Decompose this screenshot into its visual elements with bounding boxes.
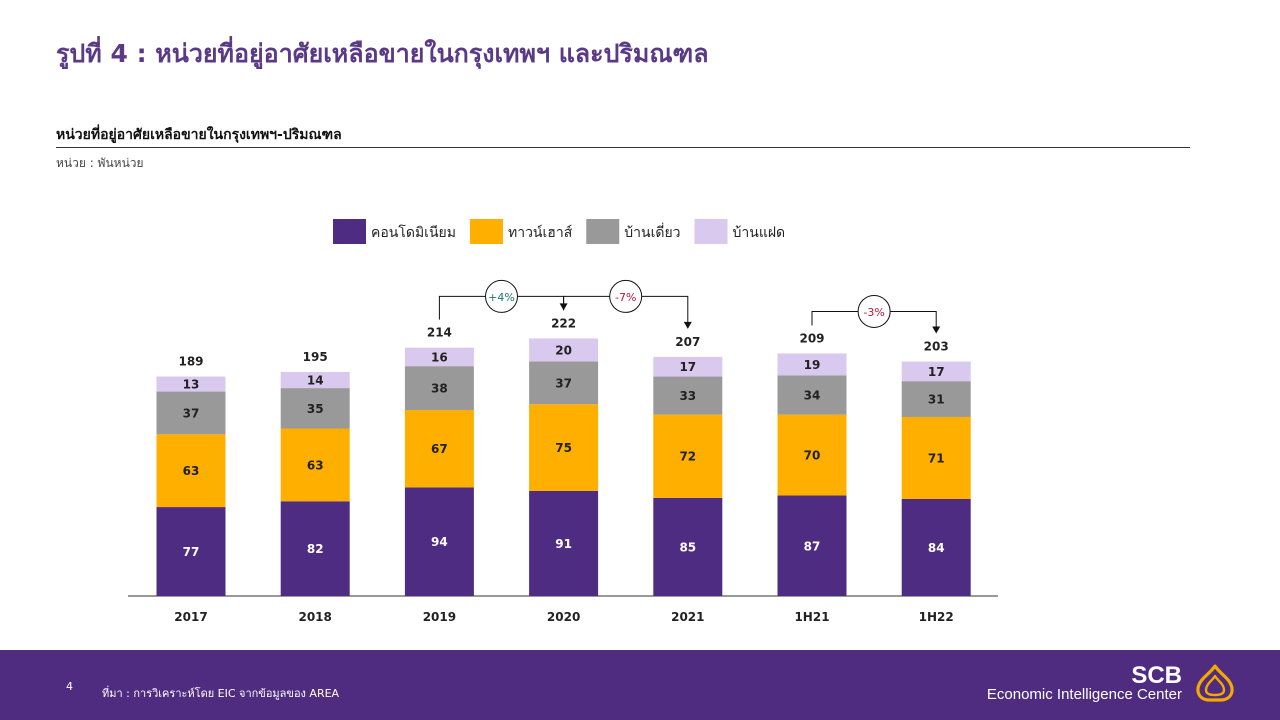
data-label-2020-0: 91 [555, 537, 572, 551]
bar-segment-2019-1 [404, 410, 474, 488]
data-label-1H21-1: 70 [804, 449, 821, 463]
data-label-2021-2: 33 [679, 389, 696, 403]
bar-segment-1H21-1 [777, 414, 847, 496]
bar-segment-1H22-2 [901, 381, 971, 417]
bar-segment-2018-1 [280, 428, 350, 502]
total-label-2021: 207 [675, 335, 700, 349]
data-label-2019-2: 38 [431, 382, 448, 396]
data-label-1H21-3: 19 [804, 358, 821, 372]
legend-swatch-3 [694, 219, 728, 244]
growth-label-0: +4% [488, 291, 515, 304]
legend-label-3: บ้านแฝด [733, 225, 786, 241]
page-title: รูปที่ 4 : หน่วยที่อยู่อาศัยเหลือขายในกร… [56, 39, 709, 68]
growth-bubble-2 [857, 294, 891, 328]
bar-segment-2018-2 [280, 388, 350, 429]
x-tick-label-1H21: 1H21 [794, 610, 829, 624]
data-label-2021-0: 85 [679, 540, 696, 554]
data-label-2017-2: 37 [183, 406, 200, 420]
legend-swatch-1 [469, 219, 503, 244]
data-label-2018-0: 82 [307, 542, 324, 556]
data-label-2019-3: 16 [431, 350, 448, 364]
data-label-1H22-2: 31 [928, 393, 945, 407]
x-tick-label-2020: 2020 [547, 610, 580, 624]
legend-swatch-2 [586, 219, 620, 244]
growth-arrowhead-1 [683, 321, 692, 329]
data-label-2021-3: 17 [679, 360, 696, 374]
bar-segment-1H22-3 [901, 361, 971, 382]
bar-segment-2020-3 [529, 338, 599, 362]
x-tick-label-2018: 2018 [298, 610, 331, 624]
page-number: 4 [66, 680, 73, 693]
data-label-1H22-3: 17 [928, 365, 945, 379]
bar-segment-2020-0 [529, 490, 599, 596]
total-label-1H22: 203 [924, 340, 949, 354]
total-label-2020: 222 [551, 316, 576, 330]
bar-segment-1H21-3 [777, 353, 847, 376]
footer-bar: 4 ที่มา : การวิเคราะห์โดย EIC จากข้อมูลข… [0, 650, 1280, 720]
bar-segment-2020-1 [529, 404, 599, 491]
growth-arrowhead-2 [932, 326, 941, 334]
growth-label-2: -3% [863, 306, 884, 319]
legend-label-1: ทาวน์เฮาส์ [508, 224, 573, 241]
total-label-2018: 195 [303, 350, 328, 364]
x-tick-label-1H22: 1H22 [919, 610, 954, 624]
bar-segment-2019-2 [404, 366, 474, 411]
data-label-2018-1: 63 [307, 458, 324, 472]
growth-bubble-0 [485, 279, 518, 313]
bar-segment-2019-3 [404, 347, 474, 367]
bar-segment-1H21-2 [777, 375, 847, 415]
bar-segment-2021-2 [653, 376, 723, 415]
x-tick-label-2021: 2021 [671, 610, 704, 624]
bar-segment-2021-1 [653, 414, 723, 498]
bar-segment-1H21-0 [777, 495, 847, 596]
bar-segment-2018-3 [280, 371, 350, 389]
title-divider [56, 147, 1190, 148]
growth-label-1: -7% [615, 291, 636, 304]
chart-subtitle: หน่วยที่อยู่อาศัยเหลือขายในกรุงเทพฯ-ปริม… [56, 127, 342, 143]
legend-label-2: บ้านเดี่ยว [624, 223, 680, 241]
data-label-2019-1: 67 [431, 442, 448, 456]
data-label-2019-0: 94 [431, 535, 448, 549]
bar-segment-2021-0 [653, 497, 723, 596]
data-label-1H22-1: 71 [928, 451, 945, 465]
total-label-2019: 214 [427, 326, 452, 340]
data-label-2017-1: 63 [183, 464, 200, 478]
legend-label-0: คอนโดมิเนียม [371, 224, 456, 241]
x-tick-label-2017: 2017 [174, 610, 207, 624]
brand-logo-text: SCB [1131, 662, 1182, 689]
bar-segment-2017-3 [156, 376, 226, 392]
legend-swatch-0 [333, 219, 366, 244]
data-label-2021-1: 72 [679, 450, 696, 464]
data-label-1H21-0: 87 [804, 539, 821, 553]
data-label-2018-3: 14 [307, 374, 324, 388]
growth-bubble-1 [609, 279, 643, 313]
brand-subtitle: Economic Intelligence Center [986, 686, 1182, 703]
bar-segment-2017-2 [156, 391, 226, 435]
bar-segment-1H22-0 [901, 498, 971, 596]
bar-segment-2018-0 [280, 501, 350, 596]
data-label-2018-2: 35 [307, 402, 324, 416]
source-note: ที่มา : การวิเคราะห์โดย EIC จากข้อมูลของ… [102, 687, 340, 700]
scb-logo-icon [1196, 664, 1234, 702]
data-label-2020-1: 75 [555, 441, 572, 455]
data-label-2017-3: 13 [183, 378, 200, 392]
bar-segment-1H22-1 [901, 416, 971, 499]
total-label-1H21: 209 [799, 331, 824, 345]
bar-segment-2021-3 [653, 356, 723, 377]
total-label-2017: 189 [178, 355, 203, 369]
stacked-bar-chart: 7763371318920178263351419520189467381621… [128, 219, 998, 624]
data-label-2020-3: 20 [555, 343, 572, 357]
x-tick-label-2019: 2019 [423, 610, 456, 624]
bar-segment-2017-1 [156, 434, 226, 508]
bar-segment-2020-2 [529, 361, 599, 405]
data-label-2017-0: 77 [183, 545, 200, 559]
bar-segment-2017-0 [156, 507, 226, 596]
bar-segment-2019-0 [404, 487, 474, 596]
unit-label: หน่วย : พันหน่วย [56, 156, 144, 170]
data-label-1H22-0: 84 [928, 541, 945, 555]
data-label-2020-2: 37 [555, 376, 572, 390]
data-label-1H21-2: 34 [804, 389, 821, 403]
